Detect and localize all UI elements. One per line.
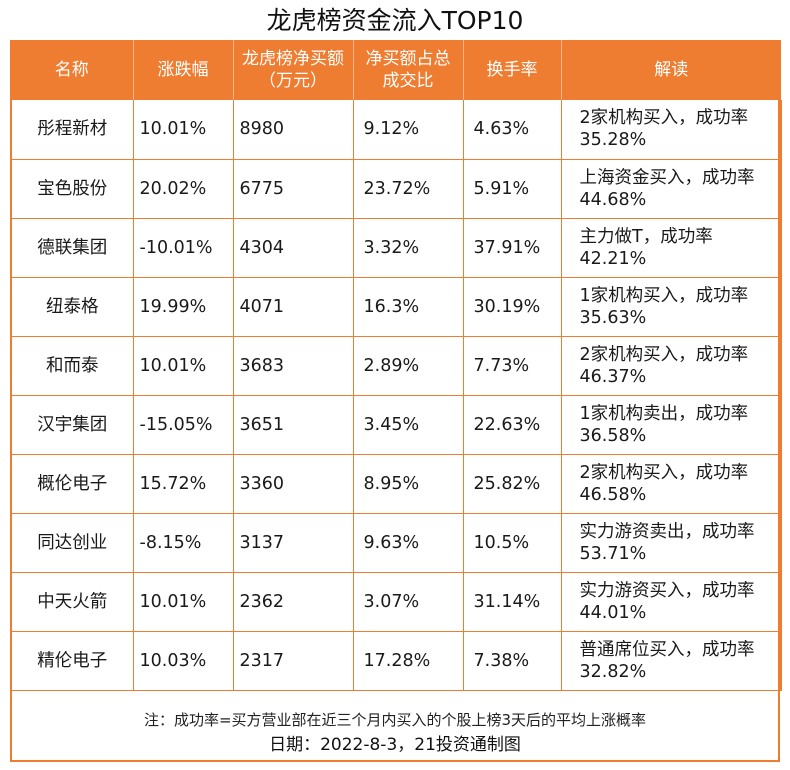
dragon-tiger-table: 名称 涨跌幅 龙虎榜净买额（万元） 净买额占总成交比 换手率 解读 彤程新材 10…: [10, 40, 782, 691]
cell-interpretation: 2家机构买入，成功率35.28%: [561, 100, 782, 160]
cell-net-buy: 4304: [233, 218, 354, 278]
cell-change: 15.72%: [133, 454, 234, 514]
cell-interpretation: 主力做T，成功率42.21%: [561, 218, 782, 278]
cell-net-buy: 2362: [233, 572, 354, 632]
table-row: 德联集团 -10.01% 4304 3.32% 37.91% 主力做T，成功率42.21%: [10, 218, 782, 278]
cell-turnover: 10.5%: [463, 513, 562, 573]
header-share: 净买额占总成交比: [353, 40, 464, 100]
cell-turnover: 5.91%: [463, 159, 562, 219]
cell-share: 23.72%: [353, 159, 464, 219]
cell-net-buy: 3137: [233, 513, 354, 573]
cell-turnover: 30.19%: [463, 277, 562, 337]
cell-net-buy: 8980: [233, 100, 354, 160]
cell-name: 彤程新材: [10, 100, 134, 160]
cell-turnover: 25.82%: [463, 454, 562, 514]
cell-net-buy: 3651: [233, 395, 354, 455]
cell-interpretation: 1家机构卖出，成功率36.58%: [561, 395, 782, 455]
table-row: 和而泰 10.01% 3683 2.89% 7.73% 2家机构买入，成功率46.37%: [10, 336, 782, 396]
cell-interpretation: 实力游资卖出，成功率53.71%: [561, 513, 782, 573]
table-row: 纽泰格 19.99% 4071 16.3% 30.19% 1家机构买入，成功率35.63%: [10, 277, 782, 337]
table-row: 汉宇集团 -15.05% 3651 3.45% 22.63% 1家机构卖出，成功率36.5…: [10, 395, 782, 455]
cell-name: 德联集团: [10, 218, 134, 278]
cell-interpretation: 2家机构买入，成功率46.58%: [561, 454, 782, 514]
cell-interpretation: 1家机构买入，成功率35.63%: [561, 277, 782, 337]
cell-change: -15.05%: [133, 395, 234, 455]
cell-share: 9.12%: [353, 100, 464, 160]
table-header-row: 名称 涨跌幅 龙虎榜净买额（万元） 净买额占总成交比 换手率 解读: [11, 40, 781, 100]
cell-interpretation: 普通席位买入，成功率32.82%: [561, 631, 782, 691]
page-title: 龙虎榜资金流入TOP10: [266, 6, 524, 35]
cell-interpretation: 2家机构买入，成功率46.37%: [561, 336, 782, 396]
cell-name: 和而泰: [10, 336, 134, 396]
table-row: 概伦电子 15.72% 3360 8.95% 25.82% 2家机构买入，成功率46.58…: [10, 454, 782, 514]
footnote: 注：成功率=买方营业部在近三个月内买入的个股上榜3天后的平均上涨概率: [143, 711, 647, 729]
cell-name: 概伦电子: [10, 454, 134, 514]
cell-turnover: 31.14%: [463, 572, 562, 632]
cell-change: -8.15%: [133, 513, 234, 573]
cell-interpretation: 实力游资买入，成功率44.01%: [561, 572, 782, 632]
table-row: 中天火箭 10.01% 2362 3.07% 31.14% 实力游资买入，成功率44.01…: [10, 572, 782, 632]
cell-net-buy: 3360: [233, 454, 354, 514]
cell-turnover: 7.38%: [463, 631, 562, 691]
cell-turnover: 4.63%: [463, 100, 562, 160]
cell-share: 16.3%: [353, 277, 464, 337]
cell-change: 20.02%: [133, 159, 234, 219]
cell-share: 3.32%: [353, 218, 464, 278]
cell-share: 17.28%: [353, 631, 464, 691]
table-row: 宝色股份 20.02% 6775 23.72% 5.91% 上海资金买入，成功率44.68…: [10, 159, 782, 219]
cell-net-buy: 2317: [233, 631, 354, 691]
cell-name: 中天火箭: [10, 572, 134, 632]
cell-change: -10.01%: [133, 218, 234, 278]
cell-net-buy: 6775: [233, 159, 354, 219]
cell-share: 9.63%: [353, 513, 464, 573]
date-credit: 日期：2022-8-3，21投资通制图: [269, 735, 521, 755]
cell-change: 10.01%: [133, 572, 234, 632]
cell-name: 汉宇集团: [10, 395, 134, 455]
cell-name: 宝色股份: [10, 159, 134, 219]
header-net-buy: 龙虎榜净买额（万元）: [233, 40, 354, 100]
cell-net-buy: 3683: [233, 336, 354, 396]
cell-turnover: 37.91%: [463, 218, 562, 278]
cell-net-buy: 4071: [233, 277, 354, 337]
cell-name: 同达创业: [10, 513, 134, 573]
header-interpretation: 解读: [561, 40, 781, 100]
header-change: 涨跌幅: [133, 40, 234, 100]
table-row: 精伦电子 10.03% 2317 17.28% 7.38% 普通席位买入，成功率32.82…: [10, 631, 782, 691]
cell-change: 10.03%: [133, 631, 234, 691]
header-turnover: 换手率: [463, 40, 562, 100]
cell-share: 3.45%: [353, 395, 464, 455]
cell-turnover: 7.73%: [463, 336, 562, 396]
cell-name: 纽泰格: [10, 277, 134, 337]
cell-interpretation: 上海资金买入，成功率44.68%: [561, 159, 782, 219]
cell-change: 19.99%: [133, 277, 234, 337]
table-row: 彤程新材 10.01% 8980 9.12% 4.63% 2家机构买入，成功率35.28%: [10, 100, 782, 160]
cell-share: 3.07%: [353, 572, 464, 632]
table-row: 同达创业 -8.15% 3137 9.63% 10.5% 实力游资卖出，成功率53.71%: [10, 513, 782, 573]
cell-name: 精伦电子: [10, 631, 134, 691]
header-name: 名称: [11, 40, 134, 100]
cell-share: 2.89%: [353, 336, 464, 396]
cell-share: 8.95%: [353, 454, 464, 514]
cell-change: 10.01%: [133, 100, 234, 160]
cell-change: 10.01%: [133, 336, 234, 396]
cell-turnover: 22.63%: [463, 395, 562, 455]
